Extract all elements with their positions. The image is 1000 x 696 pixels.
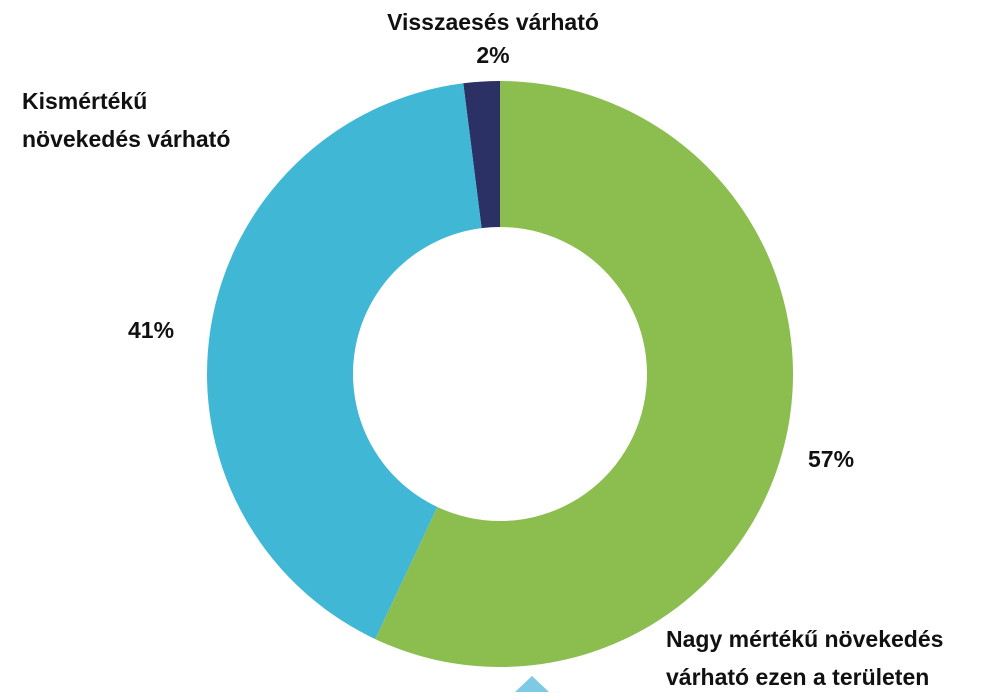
- value-label: 41%: [128, 317, 175, 343]
- category-label: Kismértékű növekedés várható: [22, 88, 231, 152]
- donut-slice: [375, 81, 793, 667]
- donut-slice: [206, 83, 482, 640]
- donut-slice: [463, 81, 500, 229]
- category-label: Visszaesés várható: [387, 9, 599, 35]
- value-label: 57%: [808, 446, 855, 472]
- category-label: Nagy mértékű növekedés várható ezen a te…: [666, 626, 944, 690]
- pointer: [515, 676, 549, 692]
- value-label: 2%: [476, 42, 510, 68]
